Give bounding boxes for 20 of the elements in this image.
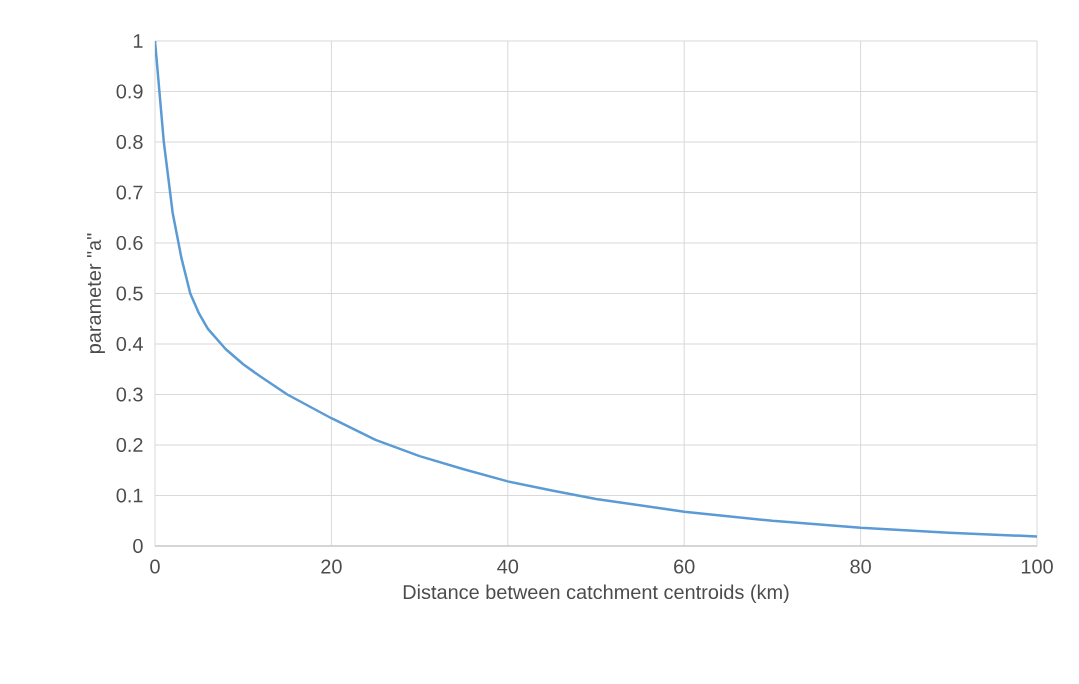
x-tick-label: 20 xyxy=(321,559,342,574)
y-axis-title: parameter "a" xyxy=(87,233,105,353)
y-tick-label: 1 xyxy=(133,34,143,48)
y-tick-label: 0.4 xyxy=(116,336,143,352)
y-tick-label: 0.9 xyxy=(116,84,143,99)
x-tick-label: 0 xyxy=(150,559,160,574)
x-tick-label: 40 xyxy=(497,559,519,574)
y-tick-label: 0.2 xyxy=(116,437,143,453)
line-series xyxy=(155,40,1038,538)
y-tick-label: 0.6 xyxy=(116,235,143,251)
x-tick-label: 100 xyxy=(1021,559,1053,574)
y-tick-label: 0.8 xyxy=(116,134,143,150)
x-tick-label: 60 xyxy=(674,559,695,574)
y-tick-label: 0.7 xyxy=(116,185,143,200)
y-tick-label: 0.1 xyxy=(116,488,143,503)
y-tick-label: 0.5 xyxy=(116,286,143,301)
y-tick-label: 0 xyxy=(133,538,143,554)
x-tick-label: 80 xyxy=(850,559,871,574)
y-tick-label: 0.3 xyxy=(116,387,143,402)
x-axis-title: Distance between catchment centroids (km) xyxy=(403,584,789,604)
